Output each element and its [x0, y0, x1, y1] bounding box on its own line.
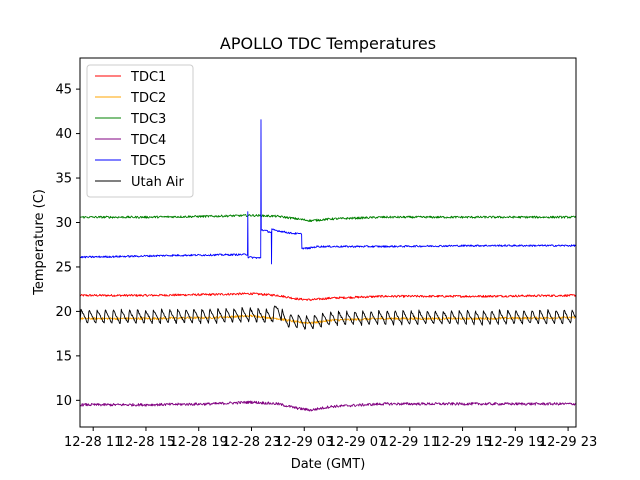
y-tick-label: 35: [55, 172, 72, 187]
legend-label: TDC2: [130, 91, 166, 106]
series-line-utah-air: [80, 305, 576, 330]
x-tick-label: 12-28 23: [222, 435, 280, 450]
x-tick-label: 12-29 03: [275, 435, 333, 450]
y-axis: 10 15 20 25 30 35 40 45: [55, 83, 80, 409]
x-tick-label: 12-28 19: [169, 435, 227, 450]
series-line-tdc1: [80, 292, 576, 302]
x-tick-label: 12-29 07: [328, 435, 386, 450]
legend-label: TDC4: [130, 133, 166, 148]
y-axis-label: Temperature (C): [32, 189, 47, 296]
series-line-tdc4: [80, 400, 576, 412]
series-line-tdc2: [80, 314, 576, 325]
series-layer: [80, 119, 576, 412]
x-tick-label: 12-29 23: [539, 435, 597, 450]
x-tick-label: 12-29 19: [486, 435, 544, 450]
legend-label: Utah Air: [131, 175, 184, 190]
legend-frame: [86, 64, 194, 198]
y-tick-label: 15: [55, 349, 72, 364]
legend-label: TDC1: [130, 70, 166, 85]
chart-title: APOLLO TDC Temperatures: [220, 34, 436, 53]
x-tick-label: 12-28 11: [64, 435, 122, 450]
y-tick-label: 10: [55, 394, 72, 409]
y-tick-label: 40: [55, 127, 72, 142]
x-tick-label: 12-29 15: [433, 435, 491, 450]
x-tick-label: 12-29 11: [381, 435, 439, 450]
legend: TDC1 TDC2 TDC3 TDC4 TDC5 Utah Air: [86, 64, 194, 198]
plot-frame: [79, 57, 577, 428]
y-tick-label: 45: [55, 83, 72, 98]
series-line-tdc3: [80, 213, 576, 223]
legend-label: TDC5: [130, 154, 166, 169]
y-tick-label: 25: [55, 260, 72, 275]
y-tick-label: 20: [55, 305, 72, 320]
series-line-tdc5: [80, 119, 576, 265]
x-tick-label: 12-28 15: [117, 435, 175, 450]
legend-label: TDC3: [130, 112, 166, 127]
x-axis-label: Date (GMT): [291, 457, 366, 472]
y-tick-label: 30: [55, 216, 72, 231]
